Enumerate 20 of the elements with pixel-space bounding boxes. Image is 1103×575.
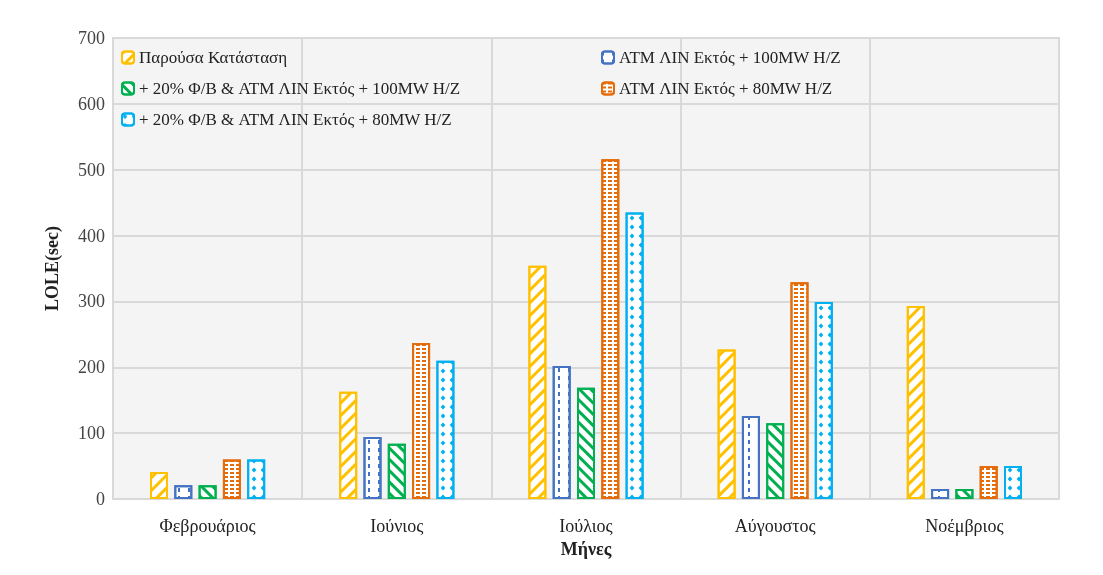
x-tick-label: Ιούνιος bbox=[370, 516, 424, 536]
x-tick-label: Ιούλιος bbox=[559, 516, 613, 536]
x-tick-label: Φεβρουάριος bbox=[159, 516, 256, 536]
x-tick-label: Νοέμβριος bbox=[925, 516, 1004, 536]
y-tick-label: 500 bbox=[78, 159, 105, 180]
x-tick-label: Αύγουστος bbox=[734, 516, 816, 536]
y-tick-label: 200 bbox=[78, 357, 105, 378]
y-tick-label: 400 bbox=[78, 225, 105, 246]
legend-label: + 20% Φ/Β & ATM ΛΙΝ Εκτός + 80MW H/Z bbox=[139, 110, 452, 129]
legend-label: ATM ΛΙΝ Εκτός + 100MW H/Z bbox=[619, 48, 841, 67]
y-tick-label: 0 bbox=[96, 489, 105, 509]
x-axis-title: Μήνες bbox=[560, 538, 612, 559]
legend-label: ATM ΛΙΝ Εκτός + 80MW H/Z bbox=[619, 79, 833, 98]
y-tick-label: 300 bbox=[78, 291, 105, 312]
y-tick-label: 600 bbox=[78, 93, 105, 114]
legend-label: + 20% Φ/Β & ATM ΛΙΝ Εκτός + 100MW H/Z bbox=[139, 79, 461, 98]
legend-label: Παρούσα Κατάσταση bbox=[139, 48, 288, 67]
y-tick-label: 100 bbox=[78, 423, 105, 444]
y-tick-label: 700 bbox=[78, 28, 105, 48]
y-axis-title: LOLE(sec) bbox=[42, 226, 63, 311]
